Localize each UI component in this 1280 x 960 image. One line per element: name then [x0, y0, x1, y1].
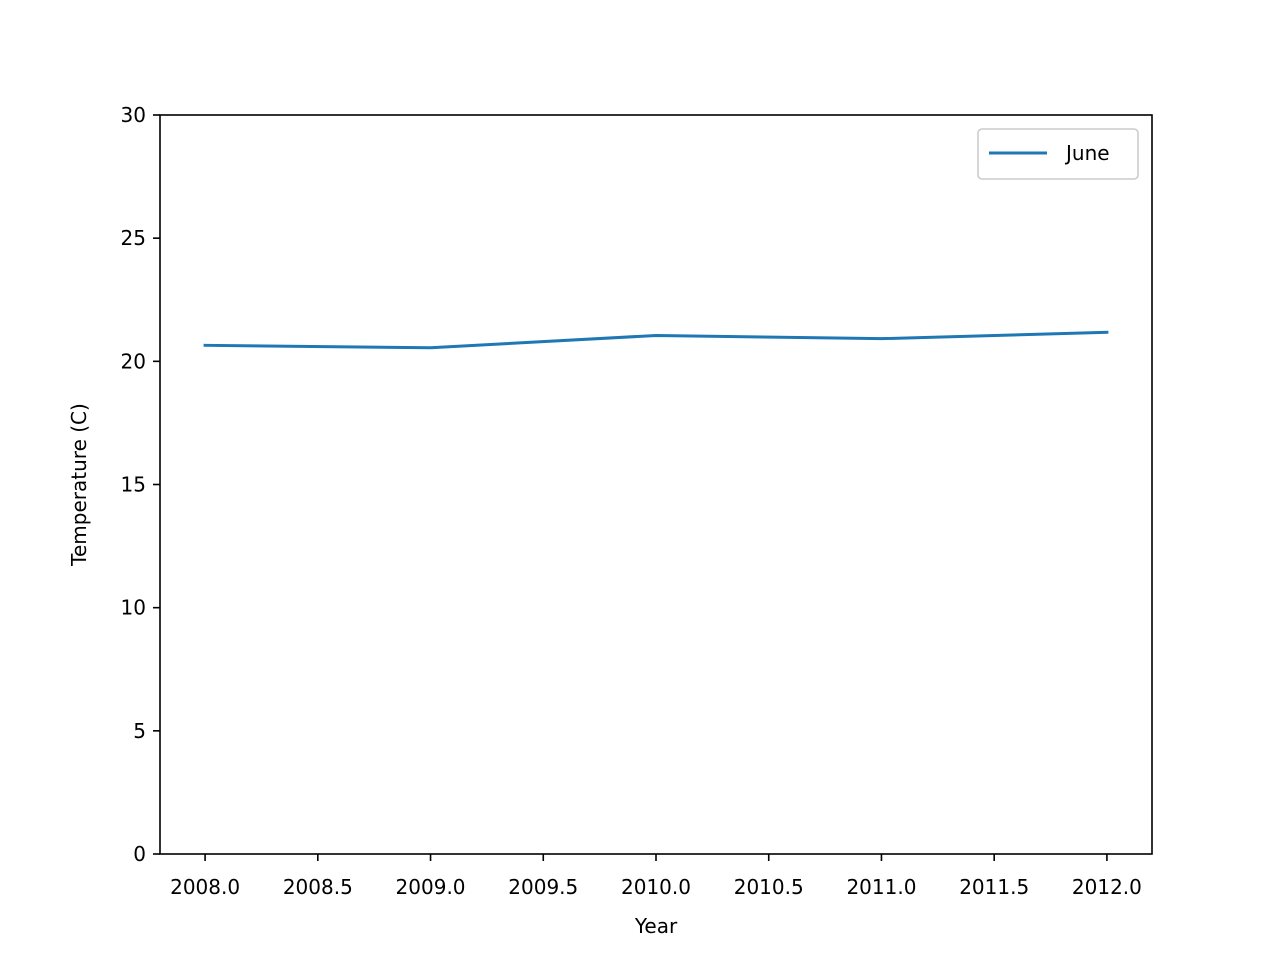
y-axis-label: Temperature (C): [67, 403, 91, 567]
legend: June: [977, 128, 1139, 180]
y-tick-label: 30: [121, 103, 146, 127]
x-tick-label: 2008.0: [170, 875, 240, 899]
legend-label-june: June: [1064, 141, 1110, 165]
y-tick-label: 5: [133, 719, 146, 743]
legend-box: [977, 128, 1139, 180]
x-axis-label: Year: [634, 914, 678, 938]
x-tick-label: 2010.0: [621, 875, 691, 899]
y-tick-label: 25: [121, 226, 146, 250]
series-line-june: [203, 330, 1109, 350]
y-axis-ticks: 0 5 10 15 20 25 30: [121, 103, 160, 866]
plot-frame: [159, 114, 1153, 855]
y-tick-label: 15: [121, 473, 146, 497]
y-tick-label: 0: [133, 842, 146, 866]
x-tick-label: 2008.5: [283, 875, 353, 899]
y-tick-label: 10: [121, 596, 146, 620]
x-tick-label: 2011.5: [959, 875, 1029, 899]
x-tick-label: 2012.0: [1072, 875, 1142, 899]
y-tick-label: 20: [121, 349, 146, 373]
x-tick-label: 2009.0: [396, 875, 466, 899]
x-tick-label: 2009.5: [508, 875, 578, 899]
series-layer: [203, 330, 1109, 350]
x-tick-label: 2011.0: [846, 875, 916, 899]
x-axis-ticks: 2008.0 2008.5 2009.0 2009.5 2010.0 2010.5 2011…: [170, 854, 1142, 899]
x-tick-label: 2010.5: [734, 875, 804, 899]
